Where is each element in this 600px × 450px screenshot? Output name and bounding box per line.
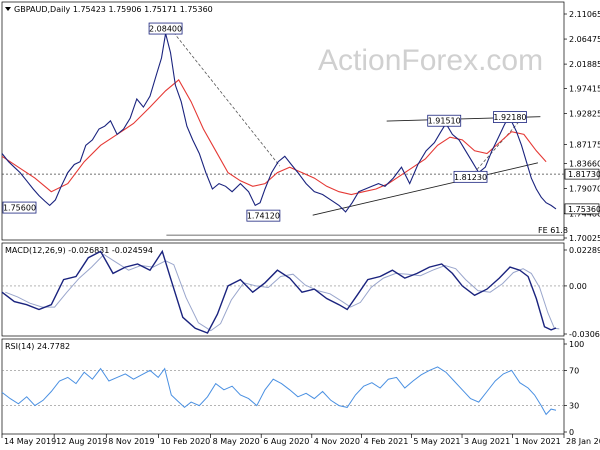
rising-trend-line (312, 162, 539, 216)
price-annotation-label: 1.91510 (428, 117, 461, 126)
channel-line (470, 120, 521, 178)
x-tick-label: 1 Nov 2021 (515, 437, 561, 446)
price-y-tick-label: 1.92825 (569, 110, 600, 119)
rsi-y-tick-label: 70 (569, 366, 579, 375)
x-tick-label: 3 Aug 2021 (464, 437, 510, 446)
x-tick-label: 4 Nov 2020 (314, 437, 360, 446)
price-annotation-box (453, 170, 488, 183)
fe-label: FE 61.8 (538, 226, 568, 235)
x-tick-label: 14 May 2019 (4, 437, 56, 446)
price-y-tick-label: 2.06475 (569, 35, 600, 44)
price-annotations: 2.08400 1.75600 1.74120 1.91510 1.92180 1.812… (2, 22, 527, 222)
macd-y-tick-label: 0.00 (569, 282, 587, 291)
x-axis: 14 May 2019 12 Aug 2019 8 Nov 2019 10 Feb 2… (1, 434, 600, 446)
macd-signal-line (5, 253, 560, 332)
macd-label: MACD(12,26,9) -0.026831 -0.024594 (5, 246, 153, 255)
rsi-y-tick-label: 30 (569, 402, 579, 411)
macd-y-tick-label: 0.022895 (569, 246, 600, 255)
x-tick-label: 10 Feb 2020 (160, 437, 210, 446)
price-annotation-label: 1.74120 (247, 212, 280, 221)
macd-y-tick-label: -0.030645 (569, 330, 600, 339)
price-y-tick-label: 1.83660 (569, 160, 600, 169)
macd-y-axis: 0.022895 0.00 -0.030645 (2, 246, 600, 339)
price-series-line (1, 33, 557, 213)
rsi-y-tick-label: 0 (569, 428, 574, 437)
x-tick-label: 4 Feb 2021 (364, 437, 409, 446)
price-current-marker: 1.75360 1.81730 (564, 168, 600, 215)
price-annotation-box (2, 201, 37, 214)
x-tick-label: 8 May 2020 (213, 437, 260, 446)
price-y-tick-label: 1.70025 (569, 234, 600, 243)
watermark: ActionForex.com (318, 44, 543, 77)
descent-trend-line (170, 28, 281, 167)
price-annotation-label: 1.92180 (493, 113, 526, 122)
x-tick-label: 6 Aug 2020 (263, 437, 309, 446)
macd-line (1, 249, 557, 334)
price-annotation-label: 1.75600 (3, 204, 36, 213)
level-price-box (564, 168, 600, 180)
price-y-tick-label: 1.87175 (569, 140, 600, 149)
price-y-tick-label: 1.79070 (569, 185, 600, 194)
x-tick-label: 5 May 2021 (413, 437, 460, 446)
price-y-tick-label: 2.01885 (569, 60, 600, 69)
current-price-box (564, 203, 600, 215)
menu-triangle-icon[interactable] (5, 7, 11, 11)
price-panel: ActionForex.com GBPAUD,Daily 1.75423 1.7… (1, 1, 600, 243)
chart-title: GBPAUD,Daily 1.75423 1.75906 1.75171 1.7… (14, 5, 213, 14)
price-annotation-box (493, 111, 527, 123)
price-y-tick-label: 1.97415 (569, 85, 600, 94)
price-annotation-label: 2.08400 (149, 25, 182, 34)
rsi-panel: RSI(14) 24.7782 100 70 30 0 (1, 338, 584, 437)
price-annotation-box (148, 22, 183, 35)
price-annotation-box (427, 114, 462, 127)
rsi-y-axis: 100 70 30 0 (2, 340, 584, 437)
price-y-tick-label: 2.11065 (569, 10, 600, 19)
x-tick-label: 12 Aug 2019 (56, 437, 107, 446)
rsi-y-tick-label: 100 (569, 340, 584, 349)
x-tick-label: 8 Nov 2019 (108, 437, 154, 446)
rsi-label: RSI(14) 24.7782 (5, 342, 70, 351)
level-price-label: 1.81730 (568, 170, 600, 179)
price-annotation-label: 1.81230 (454, 173, 487, 182)
price-annotation-box (246, 209, 281, 222)
current-price-label: 1.75360 (568, 205, 600, 214)
macd-panel: MACD(12,26,9) -0.026831 -0.024594 0.0228… (1, 242, 600, 339)
rsi-line (1, 366, 557, 416)
x-tick-label: 28 Jan 2022 (566, 437, 600, 446)
